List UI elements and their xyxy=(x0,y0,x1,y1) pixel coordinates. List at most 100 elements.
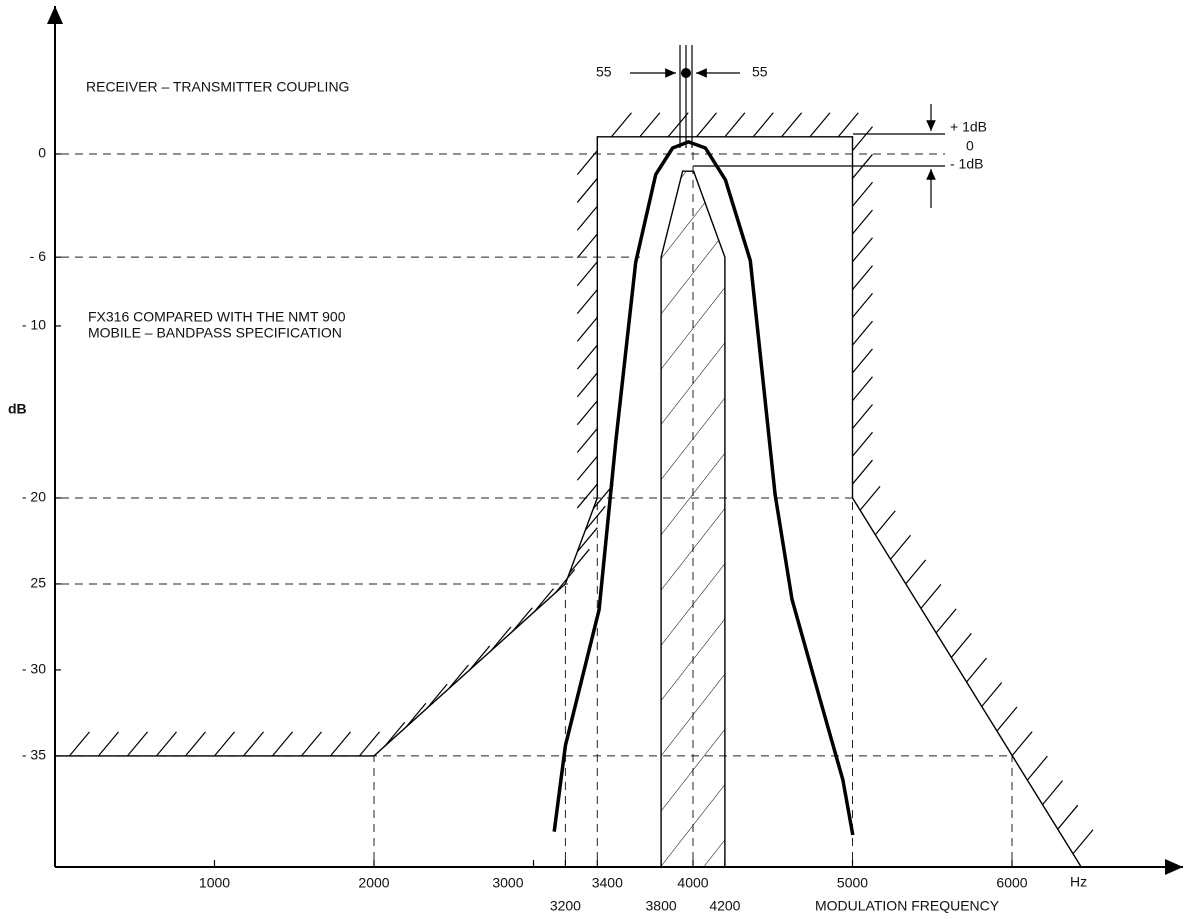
y-tick-label: - 35 xyxy=(22,747,46,763)
hatch xyxy=(859,485,881,511)
y-tick-label: - 10 xyxy=(22,317,46,333)
hatch xyxy=(576,150,598,176)
hatch xyxy=(98,731,119,757)
x-axis-label: MODULATION FREQUENCY xyxy=(815,898,1000,914)
hatch xyxy=(852,459,873,485)
hatch xyxy=(214,731,235,757)
marker-dot xyxy=(681,68,691,78)
subtitle: MOBILE – BANDPASS SPECIFICATION xyxy=(88,325,342,341)
hatch xyxy=(1057,804,1079,830)
x-tick-label: 6000 xyxy=(996,875,1027,891)
x-tick-label: 4200 xyxy=(709,898,740,914)
hatch xyxy=(384,721,406,747)
x-tick-label: 5000 xyxy=(837,875,868,891)
x-tick-label: 3200 xyxy=(550,898,581,914)
hatch xyxy=(667,112,689,138)
hatch xyxy=(852,237,873,263)
hatch xyxy=(127,731,148,757)
hatch xyxy=(1042,780,1064,806)
hatch xyxy=(639,112,661,138)
hatch xyxy=(576,400,598,426)
hatch xyxy=(920,583,942,609)
x-tick-label: 1000 xyxy=(199,875,230,891)
hatch xyxy=(724,112,746,138)
hatch xyxy=(359,731,380,757)
hatch xyxy=(852,292,873,318)
hatch xyxy=(243,731,264,757)
chart-title: RECEIVER – TRANSMITTER COUPLING xyxy=(86,79,349,95)
hatch xyxy=(405,702,427,728)
y-tick-label: 0 xyxy=(38,145,46,161)
hatch xyxy=(490,626,512,652)
x-tick-label: 3400 xyxy=(592,875,623,891)
hatch xyxy=(874,510,896,536)
annotation: + 1dB xyxy=(950,119,987,135)
hatch xyxy=(576,455,598,481)
hatch xyxy=(852,154,873,179)
hatch xyxy=(890,534,911,560)
hatch xyxy=(576,233,598,259)
hatch xyxy=(576,205,598,231)
x-tick-label: 3800 xyxy=(646,898,677,914)
hatch xyxy=(852,404,873,429)
hatch xyxy=(185,731,206,757)
hatch xyxy=(533,588,554,613)
hatch xyxy=(511,607,533,633)
hatch xyxy=(852,431,873,457)
hatch xyxy=(852,348,873,374)
hatch xyxy=(837,112,859,138)
hatch xyxy=(752,112,774,138)
hatch xyxy=(852,209,873,235)
hatch xyxy=(809,112,831,138)
hatch xyxy=(69,731,90,757)
hatch xyxy=(996,706,1018,732)
hatch xyxy=(852,320,873,346)
hatch xyxy=(576,289,598,314)
hatch xyxy=(576,483,598,509)
hatch xyxy=(330,731,351,757)
hatch xyxy=(576,261,598,287)
hatch xyxy=(426,683,448,709)
hatch xyxy=(584,505,606,531)
hatch xyxy=(852,265,873,290)
passband-mask xyxy=(660,170,726,866)
y-tick-label: - 30 xyxy=(22,661,46,677)
hatch xyxy=(301,731,322,757)
hatch xyxy=(935,608,957,634)
hatch xyxy=(696,112,718,138)
x-tick-label: 2000 xyxy=(358,875,389,891)
hatch xyxy=(576,316,598,342)
hatch xyxy=(1072,829,1094,855)
hatch xyxy=(1011,731,1033,756)
hatch xyxy=(469,645,491,671)
annotation: - 1dB xyxy=(950,156,983,172)
x-tick-label: 3000 xyxy=(492,875,523,891)
hatch xyxy=(611,112,632,138)
hatch xyxy=(576,372,598,398)
hatch xyxy=(950,633,972,658)
y-tick-label: 25 xyxy=(30,575,46,591)
hatch xyxy=(852,181,873,207)
hatch xyxy=(568,548,590,574)
hatch xyxy=(852,376,873,402)
annotation: 0 xyxy=(966,138,974,154)
y-tick-label: - 20 xyxy=(22,489,46,505)
hatch xyxy=(781,112,803,138)
hatch xyxy=(554,569,576,594)
subtitle: FX316 COMPARED WITH THE NMT 900 xyxy=(88,309,346,325)
annotation: 55 xyxy=(596,64,612,80)
response-curve xyxy=(552,140,855,836)
hatch xyxy=(576,428,598,453)
hatch xyxy=(156,731,177,757)
hatch xyxy=(576,527,598,553)
hatch xyxy=(905,559,927,585)
y-tick-label: - 6 xyxy=(30,248,47,264)
spec-mask xyxy=(55,136,1082,867)
hatch xyxy=(852,126,873,152)
hatch xyxy=(447,664,469,690)
hatch xyxy=(1026,755,1048,781)
y-axis-label: dB xyxy=(8,401,27,417)
hatch xyxy=(966,657,988,683)
hatch xyxy=(576,178,598,203)
